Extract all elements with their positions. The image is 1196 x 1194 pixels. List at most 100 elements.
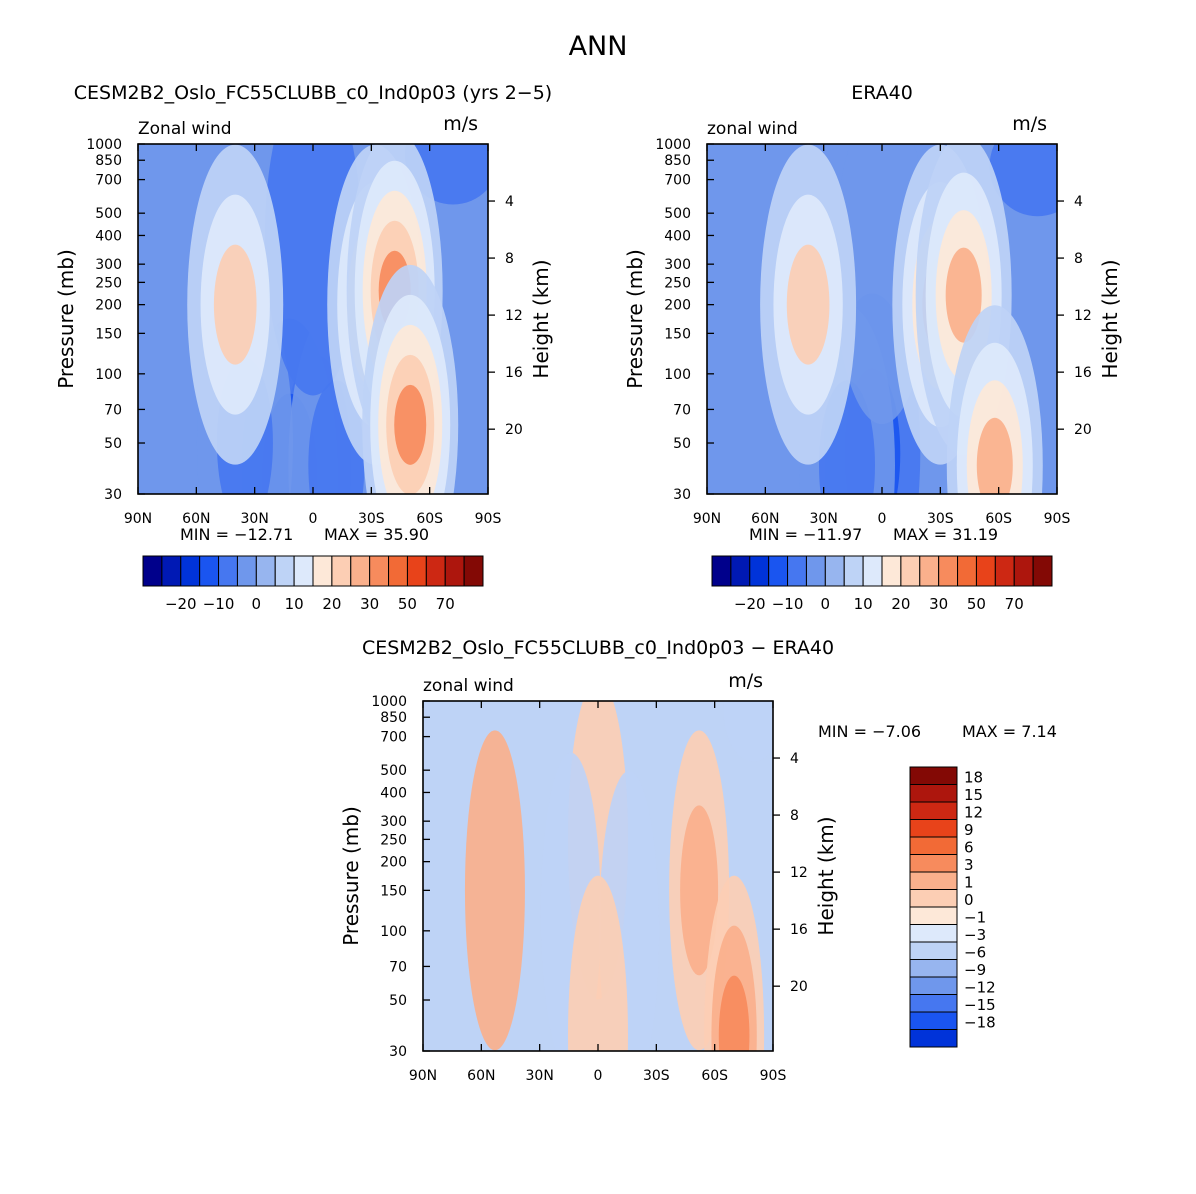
contour-band bbox=[718, 975, 750, 1051]
y-tick-label: 500 bbox=[380, 763, 407, 779]
colorbar-cell bbox=[1013, 555, 1034, 587]
colorbar-label: −10 bbox=[772, 595, 804, 613]
colorbar-label: −20 bbox=[734, 595, 766, 613]
y2-axis-title: Height (km) bbox=[814, 816, 838, 935]
panel-diff: CESM2B2_Oslo_FC55CLUBB_c0_Ind0p03 − ERA4… bbox=[339, 637, 1057, 1084]
x-tick-label: 0 bbox=[594, 1068, 603, 1084]
y-tick-label: 200 bbox=[664, 298, 691, 314]
y-tick-label: 30 bbox=[673, 487, 691, 503]
contour-band bbox=[568, 875, 628, 1051]
x-tick-label: 60S bbox=[701, 1068, 728, 1084]
y-tick-label: 500 bbox=[664, 206, 691, 222]
y-tick-label: 100 bbox=[380, 924, 407, 940]
y-tick-label: 700 bbox=[380, 730, 407, 746]
colorbar-cell bbox=[199, 555, 220, 587]
contour-band bbox=[945, 247, 982, 343]
colorbar-label: 70 bbox=[436, 595, 455, 613]
y2-tick-label: 8 bbox=[1074, 251, 1083, 267]
y-tick-label: 250 bbox=[664, 275, 691, 291]
colorbar-cell bbox=[909, 784, 958, 803]
colorbar-cell bbox=[909, 976, 958, 995]
y-tick-label: 700 bbox=[95, 173, 122, 189]
y2-tick-label: 20 bbox=[1074, 422, 1092, 438]
colorbar-cell bbox=[909, 1011, 958, 1030]
page-title: ANN bbox=[569, 31, 628, 62]
y2-axis-title: Height (km) bbox=[1098, 259, 1122, 378]
y-tick-label: 100 bbox=[664, 367, 691, 383]
y-tick-label: 50 bbox=[673, 436, 691, 452]
panel-title: CESM2B2_Oslo_FC55CLUBB_c0_Ind0p03 − ERA4… bbox=[362, 637, 834, 659]
contour-band bbox=[394, 384, 427, 465]
x-tick-label: 60N bbox=[467, 1068, 495, 1084]
colorbar-label: 10 bbox=[854, 595, 873, 613]
colorbar-cell bbox=[293, 555, 314, 587]
y-tick-label: 400 bbox=[380, 785, 407, 801]
colorbar-cell bbox=[805, 555, 826, 587]
y-tick-label: 850 bbox=[664, 153, 691, 169]
x-tick-label: 30N bbox=[810, 511, 838, 527]
y-tick-label: 300 bbox=[380, 814, 407, 830]
y2-tick-label: 4 bbox=[1074, 194, 1083, 210]
y2-tick-label: 20 bbox=[790, 979, 808, 995]
y-tick-label: 250 bbox=[95, 275, 122, 291]
colorbar-label: −1 bbox=[964, 909, 986, 927]
colorbar-cell bbox=[909, 766, 958, 785]
colorbar-cell bbox=[909, 871, 958, 890]
y2-tick-label: 4 bbox=[790, 751, 799, 767]
y-tick-label: 50 bbox=[389, 993, 407, 1009]
y-tick-label: 700 bbox=[664, 173, 691, 189]
y2-axis-title: Height (km) bbox=[529, 259, 553, 378]
colorbar-cell bbox=[180, 555, 201, 587]
colorbar-label: −12 bbox=[964, 979, 996, 997]
colorbar-cell bbox=[909, 854, 958, 873]
colorbar-label: −6 bbox=[964, 944, 986, 962]
x-tick-label: 90S bbox=[1044, 511, 1071, 527]
y-tick-label: 200 bbox=[95, 298, 122, 314]
x-tick-label: 0 bbox=[309, 511, 318, 527]
y-tick-label: 70 bbox=[104, 402, 122, 418]
colorbar-cell bbox=[312, 555, 333, 587]
min-label: MIN = −11.97 bbox=[749, 525, 862, 544]
colorbar-cell bbox=[938, 555, 959, 587]
colorbar-cell bbox=[369, 555, 390, 587]
y2-tick-label: 8 bbox=[790, 808, 799, 824]
colorbar-cell bbox=[909, 801, 958, 820]
colorbar-cell bbox=[994, 555, 1015, 587]
colorbar-label: 20 bbox=[322, 595, 341, 613]
y-tick-label: 400 bbox=[664, 228, 691, 244]
colorbar-cell bbox=[463, 555, 484, 587]
colorbar-label: 12 bbox=[964, 804, 983, 822]
contour-field bbox=[423, 701, 773, 1051]
variable-label: zonal wind bbox=[423, 676, 514, 696]
colorbar-label: 30 bbox=[360, 595, 379, 613]
variable-label: Zonal wind bbox=[138, 119, 232, 139]
units-label: m/s bbox=[443, 113, 478, 135]
contour-band bbox=[976, 417, 1013, 494]
contour-band bbox=[989, 144, 1057, 217]
x-tick-label: 60S bbox=[416, 511, 443, 527]
y-tick-label: 500 bbox=[95, 206, 122, 222]
colorbar-label: −15 bbox=[964, 996, 996, 1014]
colorbar-label: 0 bbox=[821, 595, 831, 613]
x-tick-label: 30S bbox=[643, 1068, 670, 1084]
units-label: m/s bbox=[1012, 113, 1047, 135]
y-tick-label: 850 bbox=[380, 710, 407, 726]
colorbar-cell bbox=[909, 994, 958, 1013]
y2-tick-label: 4 bbox=[505, 194, 514, 210]
colorbar-cell bbox=[730, 555, 751, 587]
y2-tick-label: 12 bbox=[1074, 308, 1092, 324]
y-tick-label: 150 bbox=[380, 883, 407, 899]
y-tick-label: 150 bbox=[95, 326, 122, 342]
x-tick-label: 30S bbox=[358, 511, 385, 527]
colorbar-cell bbox=[444, 555, 465, 587]
y-tick-label: 30 bbox=[389, 1044, 407, 1060]
x-tick-label: 30S bbox=[927, 511, 954, 527]
max-label: MAX = 31.19 bbox=[893, 525, 998, 544]
contour-band bbox=[680, 805, 719, 976]
colorbar-label: 50 bbox=[967, 595, 986, 613]
y2-tick-label: 16 bbox=[505, 365, 523, 381]
colorbar-cell bbox=[425, 555, 446, 587]
panel-title: CESM2B2_Oslo_FC55CLUBB_c0_Ind0p03 (yrs 2… bbox=[74, 82, 552, 104]
